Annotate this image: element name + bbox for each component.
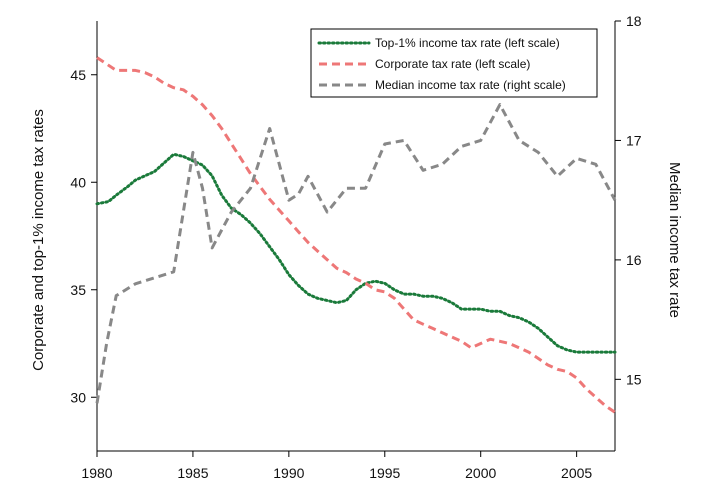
series-line-1: [95, 152, 617, 354]
x-tick-label: 1990: [273, 465, 304, 481]
series-line-3: [95, 103, 617, 404]
legend-label-2: Corporate tax rate (left scale): [375, 57, 530, 71]
legend-label-3: Median income tax rate (right scale): [375, 78, 566, 92]
series-line-2: [96, 56, 616, 414]
x-tick-label: 2000: [465, 465, 496, 481]
y-axis-title-right: Median income tax rate: [666, 162, 683, 318]
y-right-tick-label: 15: [626, 371, 642, 387]
legend: Top-1% income tax rate (left scale) Corpo…: [310, 28, 598, 98]
y-left-tick-label: 45: [70, 67, 86, 83]
legend-label-1: Top-1% income tax rate (left scale): [375, 36, 560, 50]
y-axis-title-left: Corporate and top-1% income tax rates: [30, 109, 47, 371]
y-right-tick-label: 17: [626, 132, 642, 148]
y-left-tick-label: 30: [70, 389, 86, 405]
y-left-tick-label: 40: [70, 174, 86, 190]
x-tick-label: 1985: [177, 465, 208, 481]
y-right-tick-label: 16: [626, 252, 642, 268]
axes: 1980 1985 1990 1995 2000 2005 30 35 40 45 15 16 17 18: [70, 13, 641, 481]
x-tick-label: 1980: [81, 465, 112, 481]
y-left-tick-label: 35: [70, 282, 86, 298]
x-tick-label: 1995: [369, 465, 400, 481]
x-tick-label: 2005: [561, 465, 592, 481]
y-right-tick-label: 18: [626, 13, 642, 29]
series-layer: [95, 56, 617, 414]
